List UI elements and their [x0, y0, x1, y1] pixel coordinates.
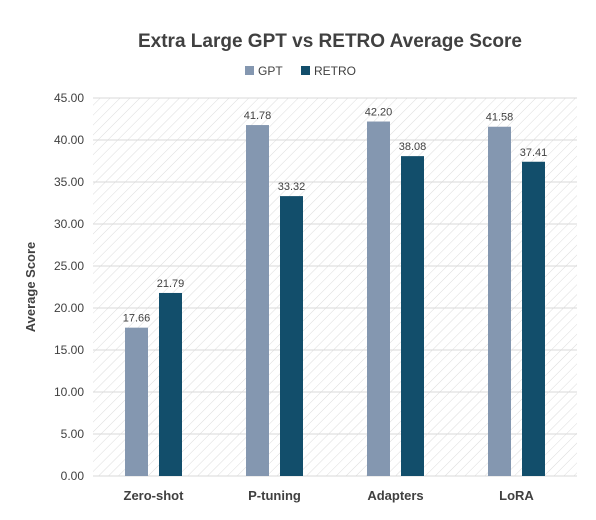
- legend-label-retro: RETRO: [314, 64, 356, 78]
- legend-label-gpt: GPT: [258, 64, 283, 78]
- data-label-gpt: 41.78: [244, 110, 272, 122]
- bar-gpt: [125, 327, 148, 476]
- y-tick-label: 0.00: [61, 469, 85, 483]
- data-label-retro: 37.41: [520, 147, 548, 159]
- y-tick-label: 30.00: [54, 217, 84, 231]
- x-tick-label: Adapters: [367, 488, 423, 503]
- data-label-gpt: 41.58: [486, 112, 514, 124]
- bar-retro: [280, 196, 303, 476]
- data-label-retro: 33.32: [278, 181, 306, 193]
- legend-swatch-gpt: [245, 66, 254, 75]
- legend-swatch-retro: [301, 66, 310, 75]
- bar-retro: [522, 161, 545, 477]
- y-tick-label: 5.00: [61, 427, 85, 441]
- x-tick-label: Zero-shot: [124, 488, 185, 503]
- y-tick-label: 15.00: [54, 343, 84, 357]
- x-axis-tick-labels: Zero-shot P-tuning Adapters LoRA: [124, 488, 535, 503]
- bar-gpt: [488, 126, 511, 476]
- data-label-retro: 38.08: [399, 141, 427, 153]
- data-label-gpt: 42.20: [365, 107, 393, 119]
- x-tick-label: LoRA: [499, 488, 534, 503]
- y-tick-label: 35.00: [54, 175, 84, 189]
- bar-retro: [159, 292, 182, 476]
- data-label-gpt: 17.66: [123, 313, 151, 325]
- y-tick-label: 40.00: [54, 133, 84, 147]
- y-tick-label: 45.00: [54, 91, 84, 105]
- y-tick-label: 25.00: [54, 259, 84, 273]
- bars: [125, 121, 545, 477]
- bar-retro: [401, 156, 424, 477]
- y-axis-tick-labels: 0.00 5.00 10.00 15.00 20.00 25.00 30.00 35.00 40…: [54, 91, 84, 483]
- data-label-retro: 21.79: [157, 278, 185, 290]
- bar-data-labels: 17.66 21.79 41.78 33.32 42.20 38.08 41.58 37.41: [123, 107, 548, 325]
- y-tick-label: 10.00: [54, 385, 84, 399]
- chart-title: Extra Large GPT vs RETRO Average Score: [138, 31, 522, 52]
- legend: GPT RETRO: [245, 64, 356, 78]
- y-axis-label: Average Score: [23, 242, 38, 333]
- bar-gpt: [246, 125, 269, 476]
- bar-gpt: [367, 121, 390, 477]
- y-tick-label: 20.00: [54, 301, 84, 315]
- x-tick-label: P-tuning: [248, 488, 301, 503]
